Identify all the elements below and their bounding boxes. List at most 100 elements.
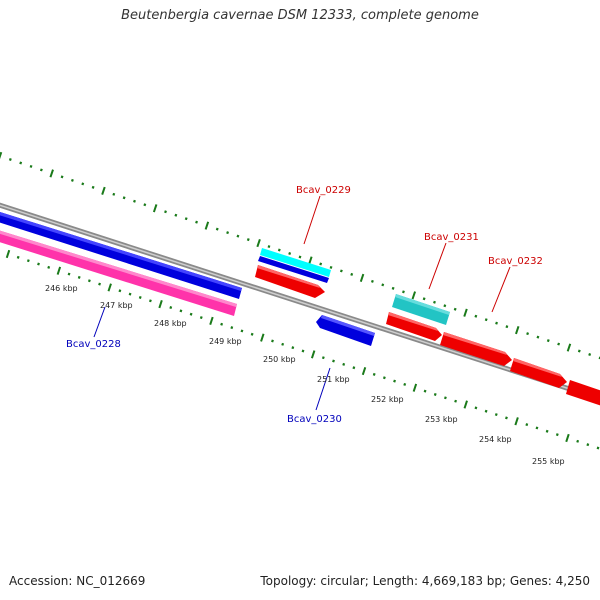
minor-tick bbox=[505, 416, 508, 420]
minor-tick bbox=[122, 196, 126, 200]
gene-label-bcav-0228: Bcav_0228 bbox=[66, 339, 121, 350]
leader-bcav-0231 bbox=[428, 242, 447, 290]
minor-tick bbox=[199, 316, 203, 320]
minor-tick bbox=[39, 168, 43, 172]
minor-tick bbox=[535, 426, 539, 430]
minor-tick bbox=[174, 213, 178, 217]
major-tick bbox=[158, 300, 163, 309]
minor-tick bbox=[148, 299, 152, 303]
minor-tick bbox=[184, 217, 188, 221]
major-tick bbox=[566, 343, 572, 352]
minor-tick bbox=[422, 297, 426, 301]
minor-tick bbox=[545, 429, 549, 433]
major-tick bbox=[5, 249, 11, 259]
minor-tick bbox=[301, 349, 305, 353]
major-tick bbox=[56, 266, 62, 275]
minor-tick bbox=[81, 182, 85, 186]
minor-tick bbox=[329, 265, 333, 269]
minor-tick bbox=[271, 339, 274, 343]
minor-tick bbox=[195, 220, 198, 224]
minor-tick bbox=[169, 306, 173, 310]
gene-feature-bcav-0228[interactable] bbox=[0, 212, 242, 299]
major-tick bbox=[310, 350, 316, 359]
minor-tick bbox=[454, 399, 458, 403]
minor-tick bbox=[29, 164, 33, 168]
minor-tick bbox=[433, 392, 437, 396]
minor-tick bbox=[484, 409, 488, 413]
minor-tick bbox=[246, 238, 250, 242]
minor-tick bbox=[118, 289, 122, 293]
map-title: Beutenbergia cavernae DSM 12333, complet… bbox=[121, 8, 479, 23]
minor-tick bbox=[443, 396, 447, 400]
tick-label: 255 kbp bbox=[532, 457, 565, 466]
minor-tick bbox=[47, 265, 51, 269]
minor-tick bbox=[536, 335, 540, 339]
major-tick bbox=[463, 308, 468, 317]
leader-bcav-0230 bbox=[315, 367, 331, 411]
minor-tick bbox=[403, 382, 407, 386]
minor-tick bbox=[240, 329, 244, 333]
leader-bcav-0229 bbox=[303, 195, 321, 245]
accession-text: Accession: NC_012669 bbox=[9, 574, 146, 588]
minor-tick bbox=[576, 439, 580, 443]
minor-tick bbox=[352, 366, 356, 370]
minor-tick bbox=[546, 339, 550, 343]
minor-tick bbox=[138, 295, 142, 299]
major-tick bbox=[514, 417, 519, 426]
minor-tick bbox=[443, 304, 447, 308]
minor-tick bbox=[319, 262, 323, 266]
minor-tick bbox=[577, 349, 581, 353]
minor-tick bbox=[342, 362, 346, 366]
major-tick bbox=[411, 291, 417, 300]
minor-tick bbox=[98, 282, 101, 286]
minor-tick bbox=[112, 192, 116, 196]
major-tick bbox=[515, 326, 520, 335]
minor-tick bbox=[402, 290, 405, 294]
minor-tick bbox=[189, 312, 193, 316]
tick-label: 252 kbp bbox=[371, 395, 404, 404]
major-tick bbox=[463, 400, 468, 409]
minor-tick bbox=[555, 433, 559, 437]
leader-bcav-0228 bbox=[93, 306, 106, 338]
gene-feature-bcav-0231[interactable] bbox=[392, 294, 450, 325]
minor-tick bbox=[382, 376, 386, 380]
minor-tick bbox=[484, 318, 488, 322]
gene-feature-bcav-0232[interactable] bbox=[386, 312, 600, 407]
minor-tick bbox=[8, 157, 12, 161]
minor-tick bbox=[277, 248, 281, 252]
minor-tick bbox=[70, 178, 74, 182]
major-tick bbox=[209, 316, 214, 326]
minor-tick bbox=[474, 406, 478, 410]
gene-feature-bcav-0229[interactable] bbox=[255, 265, 325, 298]
gene-label-bcav-0231: Bcav_0231 bbox=[424, 232, 479, 243]
minor-tick bbox=[60, 175, 64, 179]
tick-label: 251 kbp bbox=[317, 375, 350, 384]
minor-tick bbox=[288, 252, 292, 256]
gene-label-bcav-0230: Bcav_0230 bbox=[287, 414, 342, 425]
minor-tick bbox=[339, 269, 343, 273]
minor-tick bbox=[267, 245, 271, 249]
minor-tick bbox=[381, 283, 385, 287]
minor-tick bbox=[474, 314, 478, 318]
minor-tick bbox=[495, 321, 498, 325]
major-tick bbox=[204, 221, 210, 230]
minor-tick bbox=[370, 279, 374, 283]
inner-tick-ring bbox=[5, 249, 600, 450]
gene-label-bcav-0232: Bcav_0232 bbox=[488, 256, 543, 267]
tick-label: 246 kbp bbox=[45, 284, 78, 293]
pink-feature[interactable] bbox=[0, 230, 237, 316]
minor-tick bbox=[586, 443, 590, 447]
rrna-feature-1[interactable] bbox=[258, 248, 331, 283]
minor-tick bbox=[321, 356, 325, 360]
gene-feature-bcav-0230[interactable] bbox=[316, 315, 375, 346]
minor-tick bbox=[26, 259, 30, 263]
gene-label-bcav-0229: Bcav_0229 bbox=[296, 185, 351, 196]
minor-tick bbox=[557, 342, 561, 346]
minor-tick bbox=[505, 325, 509, 329]
minor-tick bbox=[67, 272, 71, 276]
major-tick bbox=[152, 204, 158, 213]
minor-tick bbox=[164, 210, 167, 214]
major-tick bbox=[361, 366, 367, 376]
minor-tick bbox=[230, 326, 234, 330]
minor-tick bbox=[494, 413, 498, 417]
